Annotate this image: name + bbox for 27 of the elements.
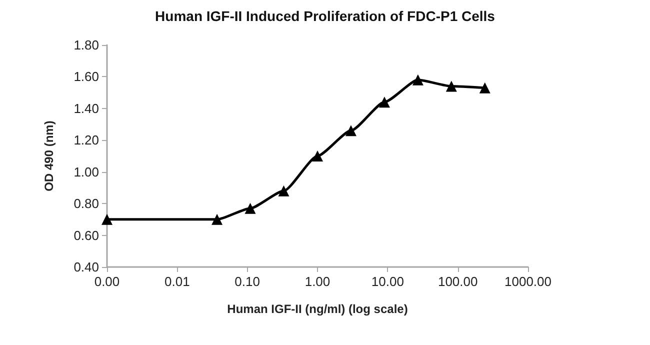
x-axis-title: Human IGF-II (ng/ml) (log scale) [227,302,408,316]
x-tick-label: 1000.00 [504,274,552,289]
point [412,74,424,86]
point [244,202,256,214]
x-tick-label: 1.00 [304,274,330,289]
y-tick-label: 1.60 [74,69,99,84]
point [278,185,290,196]
x-tick-label: 0.00 [94,274,120,289]
y-tick-label: 1.20 [74,132,99,148]
point [446,80,457,92]
x-tick-label: 0.01 [164,274,190,289]
y-tick-label: 1.00 [74,164,99,180]
y-tick-label: 0.40 [74,260,99,274]
point [312,150,323,162]
point [378,96,390,108]
y-tick-label: 1.80 [74,38,99,52]
y-tick-label: 0.80 [74,196,99,212]
x-tick-label: 0.10 [234,274,260,289]
point [212,214,223,225]
x-tick-label: 10.00 [371,274,404,289]
y-tick-label: 1.40 [74,100,99,116]
point [479,82,490,94]
chart-title: Human IGF-II Induced Proliferation of FDC-P1 Cells [155,8,496,24]
y-tick-label: 0.60 [74,228,99,243]
x-tick-label: 100.00 [438,274,478,289]
y-axis-title: OD 490 (nm) [42,120,56,192]
point [345,125,356,136]
